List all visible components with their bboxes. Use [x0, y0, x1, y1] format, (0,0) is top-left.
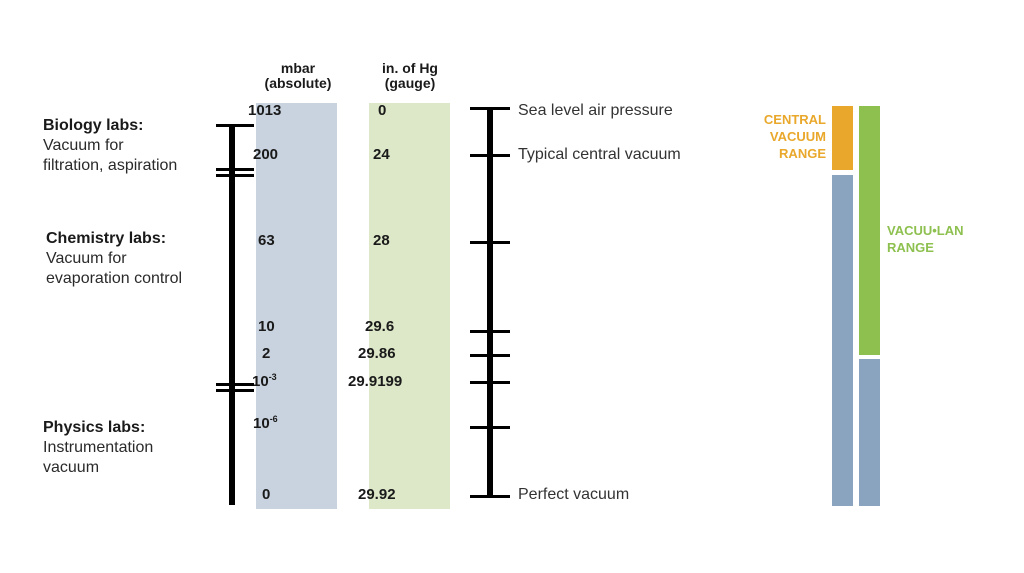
inhg-value-text: 29.9199: [348, 373, 403, 390]
inhg-header-line2: (gauge): [384, 75, 436, 91]
central-vacuum-range-bar: [832, 106, 853, 170]
inhg-value-text: 29.6: [365, 318, 395, 335]
physics-labs-label: Physics labs: Instrumentation vacuum: [43, 418, 153, 478]
chemistry-range-top-cap: [216, 174, 254, 177]
chemistry-range-bottom-cap: [216, 383, 254, 386]
mbar-value-text: 0: [262, 486, 271, 503]
chemistry-labs-desc-line1: Vacuum for: [46, 250, 127, 267]
scale-tick-63: [470, 241, 510, 244]
scale-tick-0: [470, 495, 510, 498]
inhg-column-band: [369, 103, 450, 509]
mbar-value-text: 63: [258, 232, 275, 249]
inhg-column-header: in. of Hg (gauge): [360, 61, 460, 91]
mbar-value-text: 2: [262, 345, 271, 362]
pressure-scale-vertical-line: [487, 108, 493, 498]
scale-tick-2: [470, 354, 510, 357]
mbar-value-10: 10: [258, 318, 275, 336]
physics-range-top-cap: [216, 389, 254, 392]
inhg-value-29-9199: 29.9199: [348, 373, 402, 391]
mbar-value-2: 2: [262, 345, 270, 363]
biology-labs-label: Biology labs: Vacuum for filtration, asp…: [43, 116, 177, 176]
scale-tick-1013: [470, 107, 510, 110]
biology-labs-desc-line1: Vacuum for: [43, 137, 124, 154]
lab-range-vertical-line: [229, 124, 235, 505]
mbar-value-text: 10: [252, 373, 269, 390]
mbar-value-text: 10: [258, 318, 275, 335]
chemistry-labs-title: Chemistry labs:: [46, 230, 167, 247]
sea-level-annotation: Sea level air pressure: [518, 102, 673, 119]
inhg-value-0: 0: [378, 102, 386, 120]
scale-tick-10e-3: [470, 381, 510, 384]
extended-range-bar-left: [832, 175, 853, 506]
vacuulan-range-bar: [859, 106, 880, 355]
mbar-value-text: 10: [253, 415, 270, 432]
central-label-line3: RANGE: [779, 146, 826, 161]
biology-labs-desc-line2: filtration, aspiration: [43, 157, 178, 174]
scale-tick-10e-6: [470, 426, 510, 429]
biology-range-top-cap: [216, 124, 254, 127]
vacuulan-label-line1: VACUU•LAN: [887, 223, 964, 238]
scale-tick-200: [470, 154, 510, 157]
central-label-line1: CENTRAL: [763, 112, 826, 127]
inhg-value-29-6: 29.6: [365, 318, 394, 336]
mbar-value-10e-6: 10-6: [253, 415, 278, 433]
physics-labs-desc-line1: Instrumentation: [43, 439, 154, 456]
inhg-value-text: 24: [373, 146, 390, 163]
central-label-line2: VACUUM: [769, 129, 826, 144]
vacuulan-range-label: VACUU•LAN RANGE: [887, 222, 987, 256]
chemistry-labs-label: Chemistry labs: Vacuum for evaporation c…: [46, 229, 182, 289]
chemistry-labs-desc-line2: evaporation control: [46, 270, 183, 287]
mbar-exponent: -6: [269, 414, 278, 424]
mbar-value-text: 200: [253, 146, 279, 163]
perfect-vacuum-annotation: Perfect vacuum: [518, 486, 630, 503]
mbar-value-text: 1013: [248, 102, 282, 119]
inhg-value-text: 28: [373, 232, 390, 249]
mbar-value-200: 200: [253, 146, 278, 164]
mbar-header-line2: (absolute): [264, 75, 332, 91]
inhg-value-24: 24: [373, 146, 390, 164]
mbar-header-line1: mbar: [280, 60, 316, 76]
inhg-value-29-86: 29.86: [358, 345, 396, 363]
mbar-value-63: 63: [258, 232, 275, 250]
central-vacuum-annotation: Typical central vacuum: [518, 146, 681, 163]
mbar-column-header: mbar (absolute): [248, 61, 348, 91]
inhg-value-text: 0: [378, 102, 387, 119]
inhg-value-29-92: 29.92: [358, 486, 396, 504]
mbar-value-0: 0: [262, 486, 270, 504]
vacuulan-label-line2: RANGE: [887, 240, 934, 255]
mbar-value-1013: 1013: [248, 102, 281, 120]
inhg-value-28: 28: [373, 232, 390, 250]
mbar-value-10e-3: 10-3: [252, 373, 277, 391]
extended-range-bar-right: [859, 359, 880, 506]
inhg-header-line1: in. of Hg: [382, 60, 438, 76]
physics-labs-title: Physics labs:: [43, 419, 146, 436]
mbar-exponent: -3: [268, 372, 277, 382]
mbar-column-band: [256, 103, 337, 509]
scale-tick-10: [470, 330, 510, 333]
inhg-value-text: 29.86: [358, 345, 396, 362]
inhg-value-text: 29.92: [358, 486, 396, 503]
physics-labs-desc-line2: vacuum: [43, 459, 100, 476]
biology-range-bottom-cap: [216, 168, 254, 171]
biology-labs-title: Biology labs:: [43, 117, 144, 134]
central-vacuum-range-label: CENTRAL VACUUM RANGE: [740, 111, 826, 162]
